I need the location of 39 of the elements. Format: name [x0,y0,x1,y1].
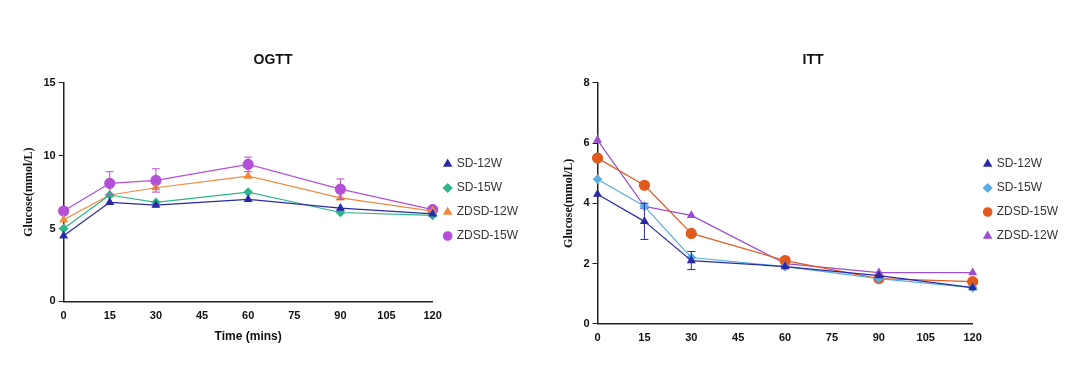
x-tick-label: 0 [594,331,601,344]
x-tick-label: 45 [732,331,745,344]
y-tick-label: 2 [583,256,590,269]
x-tick-label: 90 [872,331,885,344]
y-tick-label: 6 [583,136,590,149]
x-tick-label: 0 [60,309,67,322]
x-tick-label: 105 [916,331,935,344]
y-tick-label: 8 [583,75,590,88]
x-tick-label: 15 [103,309,116,322]
y-tick-label: 5 [49,221,56,234]
x-tick-label: 120 [963,331,982,344]
y-axis-title: Glucose(mmol/L) [561,158,576,248]
x-tick-label: 120 [423,309,442,322]
x-axis-title: Time (mins) [214,329,282,344]
y-tick-label: 4 [583,196,591,209]
y-axis-title: Glucose(mmol/L) [21,147,36,237]
x-tick-label: 75 [825,331,839,344]
x-tick-label: 60 [242,309,255,322]
x-tick-label: 45 [195,309,209,322]
legend-label: SD-15W [456,180,503,195]
legend-label: ZDSD-15W [456,228,519,243]
x-tick-label: 105 [377,309,396,322]
x-tick-label: 30 [685,331,698,344]
x-tick-label: 90 [334,309,347,322]
x-tick-label: 75 [288,309,301,322]
legend-label: SD-12W [996,156,1043,171]
y-tick-label: 0 [49,294,56,307]
legend-label: ZDSD-15W [996,204,1059,219]
legend-label: ZDSD-12W [456,204,519,219]
x-tick-label: 30 [149,309,163,322]
legend-label: SD-15W [996,180,1043,195]
chart-title: OGTT [253,51,293,68]
x-tick-label: 60 [778,331,792,344]
x-tick-label: 15 [638,331,651,344]
y-tick-label: 10 [43,148,56,161]
y-tick-label: 15 [43,75,56,88]
legend-label: SD-12W [456,156,503,171]
legend-label: ZDSD-12W [996,228,1059,243]
chart-title: ITT [802,51,824,68]
